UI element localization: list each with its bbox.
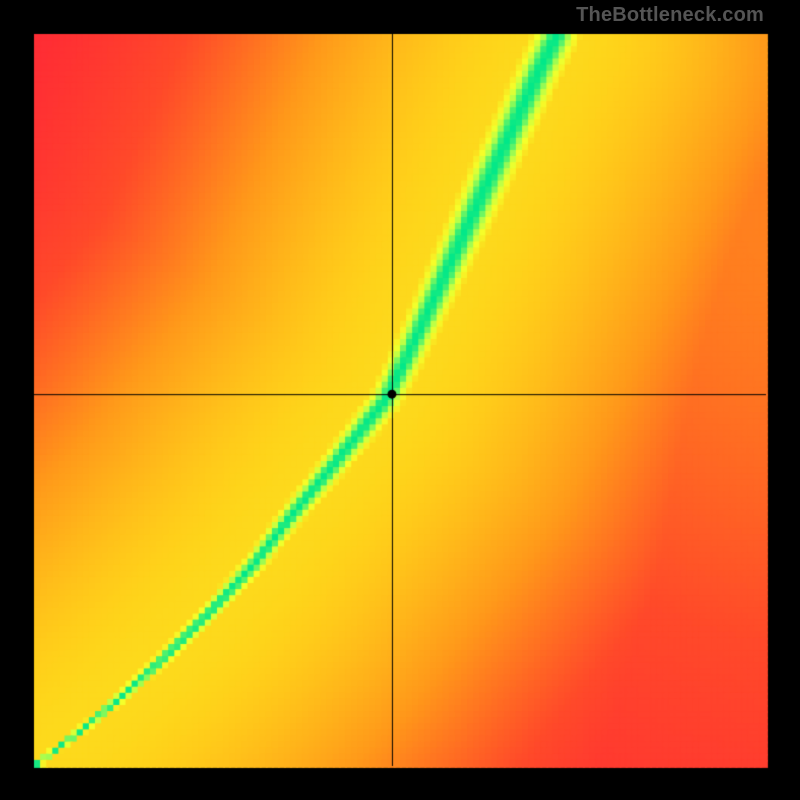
watermark-text: TheBottleneck.com: [576, 4, 764, 27]
heatmap-canvas: [0, 0, 800, 800]
